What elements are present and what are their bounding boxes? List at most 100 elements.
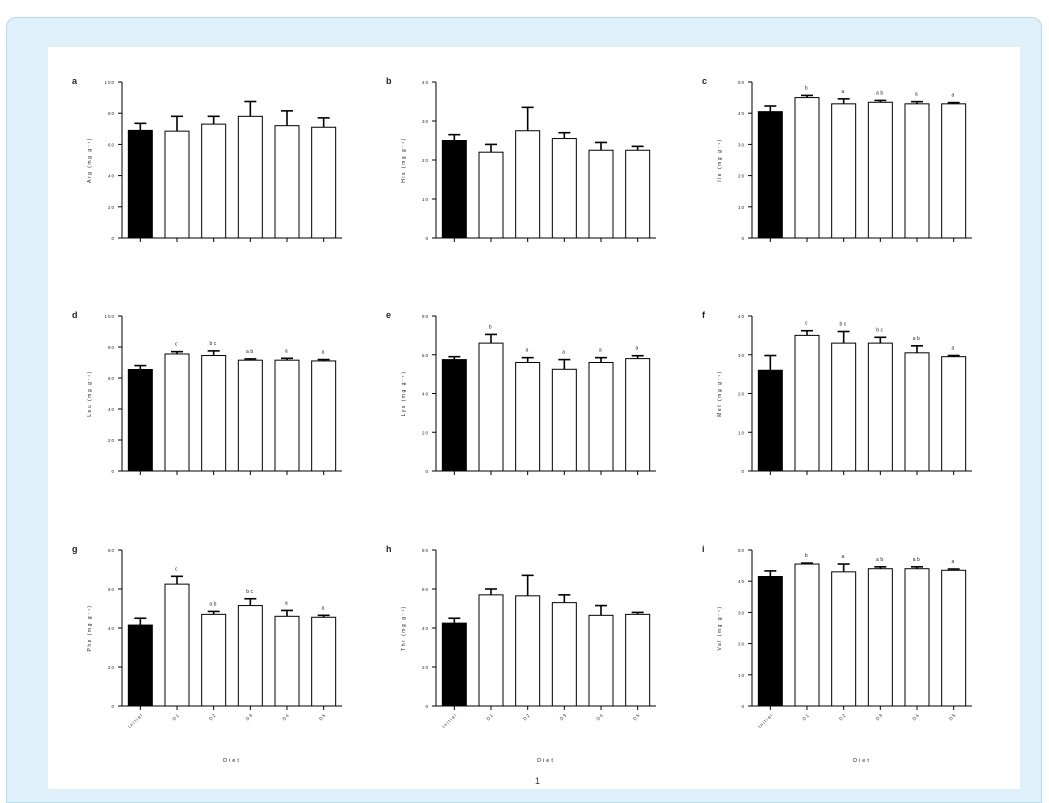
bar — [311, 616, 337, 707]
y-tick-label: 60 — [422, 587, 429, 592]
bar — [551, 368, 577, 472]
y-tick-label: 0 — [741, 236, 745, 241]
x-tick-label: Initial — [441, 712, 458, 729]
bar — [515, 130, 541, 239]
significance-letter: a — [952, 93, 956, 99]
y-tick-label: 10 — [738, 205, 745, 210]
bar — [941, 356, 967, 472]
bar — [757, 369, 783, 472]
y-tick-label: 80 — [108, 345, 115, 350]
bar — [441, 359, 467, 472]
significance-letter: ab — [913, 336, 922, 342]
bar — [127, 624, 153, 707]
panel-letter: b — [386, 76, 392, 86]
panel-letter: e — [386, 310, 391, 320]
bar — [904, 103, 930, 239]
y-tick-label: 80 — [108, 548, 115, 553]
bar — [201, 613, 227, 707]
y-tick-label: 60 — [108, 142, 115, 147]
x-tick-label: D5 — [632, 712, 641, 721]
x-axis-label: Diet — [853, 758, 871, 764]
bar — [625, 613, 651, 707]
x-tick-label: D3 — [559, 712, 568, 721]
y-tick-label: 40 — [108, 174, 115, 179]
bar — [201, 355, 227, 472]
significance-letter: c — [805, 321, 809, 327]
y-axis-label: Met (mg g⁻¹) — [717, 370, 723, 416]
bar — [441, 140, 467, 239]
bar — [478, 342, 504, 472]
y-tick-label: 20 — [422, 158, 429, 163]
significance-letter: a — [322, 605, 326, 611]
significance-letter: a — [842, 89, 846, 95]
bar — [237, 605, 263, 707]
y-tick-label: 50 — [738, 80, 745, 85]
chart-panel-f: f 0 10 20 30 40 Met (mg g⁻¹) c bc bc ab a — [702, 310, 972, 475]
x-axis-label: Diet — [537, 758, 555, 764]
y-tick-label: 30 — [738, 353, 745, 358]
bar — [551, 602, 577, 707]
x-tick-label: D3 — [875, 712, 884, 721]
chart-panel-b: b 0 10 20 30 40 His (mg g⁻¹) — [386, 76, 656, 242]
x-tick-label: Initial — [757, 712, 774, 729]
bar — [831, 103, 857, 239]
x-tick-label: D2 — [522, 712, 531, 721]
bar — [588, 362, 614, 472]
bar — [588, 614, 614, 707]
bar — [588, 149, 614, 239]
panel-letter: i — [702, 544, 705, 554]
significance-letter: b — [805, 553, 809, 559]
y-tick-label: 30 — [738, 610, 745, 615]
x-tick-label: D1 — [485, 712, 494, 721]
panel-letter: d — [72, 310, 78, 320]
significance-letter: a — [952, 559, 956, 565]
y-tick-label: 40 — [108, 626, 115, 631]
x-tick-label: D3 — [245, 712, 254, 721]
y-tick-label: 0 — [425, 236, 429, 241]
y-tick-label: 0 — [111, 704, 115, 709]
significance-letter: a — [636, 346, 640, 352]
bar — [904, 352, 930, 472]
y-axis-label: Thr (mg g⁻¹) — [401, 605, 407, 651]
footer-mark: 1 — [535, 776, 541, 786]
y-tick-label: 40 — [738, 314, 745, 319]
bar — [515, 362, 541, 472]
y-axis-label: Ile (mg g⁻¹) — [717, 138, 723, 181]
y-tick-label: 20 — [108, 665, 115, 670]
bar — [478, 151, 504, 239]
significance-letter: bc — [876, 327, 884, 333]
y-tick-label: 60 — [108, 376, 115, 381]
significance-letter: bc — [246, 589, 254, 595]
significance-letter: a — [526, 348, 530, 354]
bar — [551, 138, 577, 239]
bar — [274, 125, 300, 239]
bar — [625, 149, 651, 239]
y-axis-label: Phe (mg g⁻¹) — [87, 604, 93, 651]
bar — [127, 368, 153, 472]
x-axis-label: Diet — [223, 758, 241, 764]
y-tick-label: 20 — [738, 174, 745, 179]
bar — [941, 569, 967, 707]
y-tick-label: 0 — [425, 704, 429, 709]
y-tick-label: 60 — [108, 587, 115, 592]
y-tick-label: 40 — [108, 407, 115, 412]
panel-letter: h — [386, 544, 392, 554]
y-tick-label: 10 — [738, 430, 745, 435]
bar — [794, 334, 820, 472]
significance-letter: c — [175, 342, 179, 348]
significance-letter: a — [952, 346, 956, 352]
y-tick-label: 40 — [422, 626, 429, 631]
bar — [867, 342, 893, 472]
y-tick-label: 10 — [422, 197, 429, 202]
panel-letter: f — [702, 310, 706, 320]
y-tick-label: 10 — [738, 673, 745, 678]
bar — [237, 115, 263, 239]
bar — [794, 563, 820, 707]
significance-letter: ab — [876, 557, 885, 563]
y-axis-label: Leu (mg g⁻¹) — [87, 370, 93, 416]
y-tick-label: 20 — [108, 205, 115, 210]
y-tick-label: 100 — [104, 314, 115, 319]
y-tick-label: 0 — [111, 469, 115, 474]
x-tick-label: D5 — [318, 712, 327, 721]
